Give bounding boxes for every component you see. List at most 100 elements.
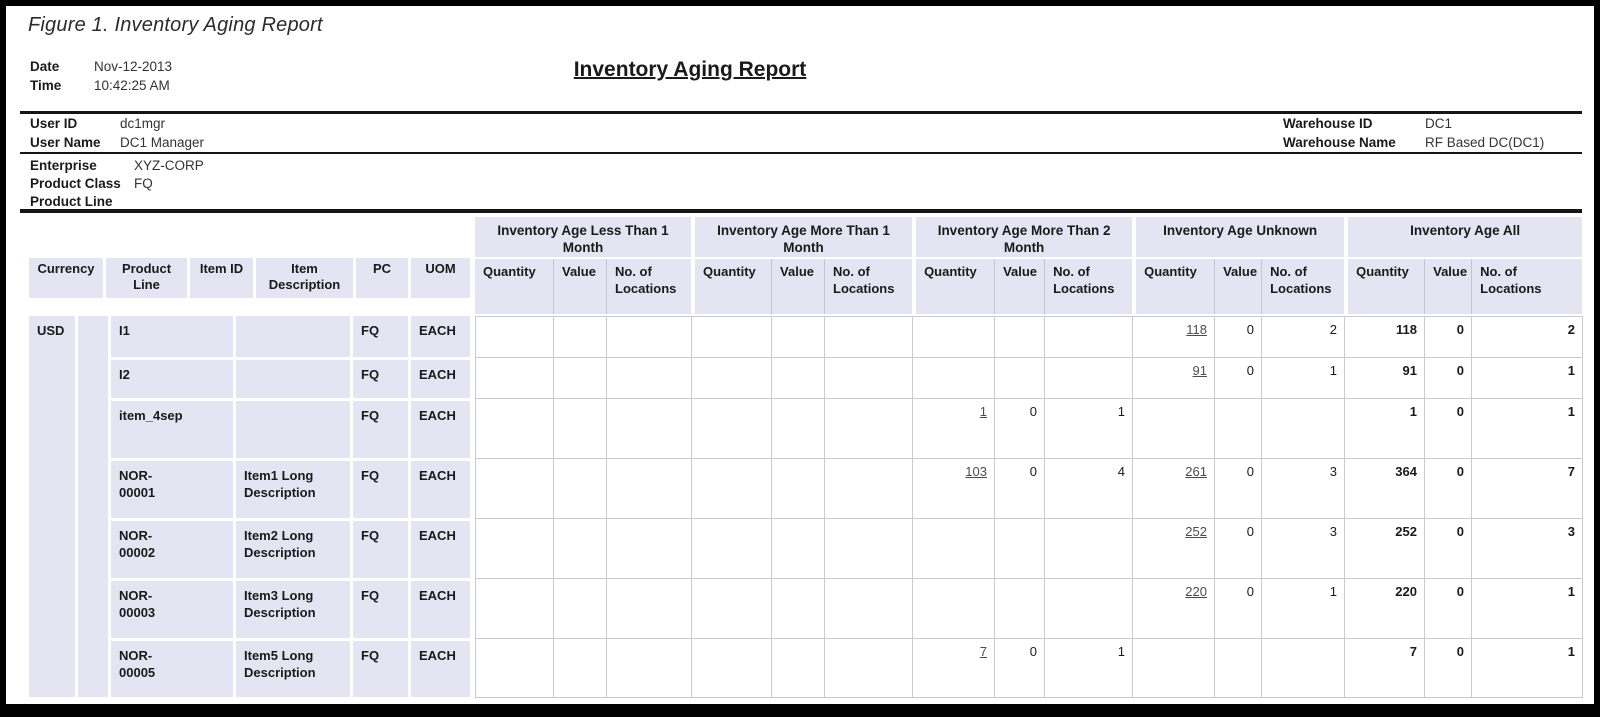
- subheader-quantity: Quantity: [1132, 259, 1215, 314]
- lt1-locations-cell: [606, 638, 692, 698]
- quantity-link[interactable]: 252: [1185, 524, 1207, 539]
- mt2-quantity-cell: [912, 518, 995, 579]
- quantity-link[interactable]: 118: [1186, 322, 1207, 337]
- unknown-locations-cell: 3: [1261, 518, 1345, 579]
- lt1-locations-cell: [606, 518, 692, 579]
- all-value-cell: 0: [1424, 458, 1472, 519]
- lt1-locations-cell: [606, 578, 692, 639]
- age-group-headers: Inventory Age Less Than 1 Month Inventor…: [475, 217, 1583, 314]
- quantity-link[interactable]: 91: [1192, 363, 1207, 378]
- quantity-link[interactable]: 220: [1185, 584, 1207, 599]
- table-row: NOR- 00001 Item1 Long Description FQ EAC…: [29, 458, 470, 518]
- lt1-value-cell: [553, 638, 607, 698]
- lt1-quantity-cell: [475, 518, 554, 579]
- all-locations-cell: 1: [1471, 398, 1583, 459]
- unknown-quantity-cell: [1132, 638, 1215, 698]
- mt2-quantity-cell: [912, 578, 995, 639]
- quantity-link[interactable]: 261: [1185, 464, 1207, 479]
- all-locations-cell: 7: [1471, 458, 1583, 519]
- item-id-cell: I2: [108, 357, 233, 398]
- table-row: item_4sep FQ EACH: [29, 398, 470, 458]
- subheader-locations: No. of Locations: [606, 259, 692, 314]
- product-class-value: FQ: [134, 176, 153, 191]
- table-row: NOR- 00002 Item2 Long Description FQ EAC…: [29, 518, 470, 578]
- item-id-cell: NOR- 00001: [108, 458, 233, 518]
- mt2-quantity-cell: [912, 357, 995, 399]
- pc-cell: FQ: [350, 398, 408, 458]
- item-id-cell: item_4sep: [108, 398, 233, 458]
- quantity-link[interactable]: 7: [979, 644, 987, 659]
- unknown-value-cell: [1214, 638, 1262, 698]
- pc-cell: FQ: [350, 638, 408, 697]
- user-id-row: User ID dc1mgr: [30, 115, 165, 133]
- subheader-value: Value: [994, 259, 1045, 314]
- product-class-label: Product Class: [30, 176, 121, 191]
- mt2-value-cell: 0: [994, 638, 1045, 698]
- lt1-quantity-cell: [475, 458, 554, 519]
- user-name-value: DC1 Manager: [120, 135, 205, 150]
- table-row: 7 0 1 7 0 1: [475, 638, 1583, 698]
- lt1-value-cell: [553, 578, 607, 639]
- quantity-link[interactable]: 1: [979, 404, 987, 419]
- product-line-row: Product Line: [30, 193, 134, 211]
- column-header-uom: UOM: [408, 258, 470, 298]
- lt1-value-cell: [553, 518, 607, 579]
- user-name-label: User Name: [30, 135, 101, 150]
- all-value-cell: 0: [1424, 638, 1472, 698]
- mt2-locations-cell: [1044, 357, 1133, 399]
- currency-cell: USD: [29, 316, 75, 697]
- subheader-value: Value: [1424, 259, 1472, 314]
- mt1-quantity-cell: [691, 638, 772, 698]
- item-id-cell: I1: [108, 316, 233, 357]
- mt1-locations-cell: [824, 638, 913, 698]
- mt2-value-cell: [994, 578, 1045, 639]
- group-header-less-than-1-month: Inventory Age Less Than 1 Month: [475, 217, 692, 259]
- mt1-value-cell: [771, 357, 825, 399]
- divider-top: [20, 111, 1582, 114]
- all-value-cell: 0: [1424, 398, 1472, 459]
- mt2-value-cell: 0: [994, 458, 1045, 519]
- item-description-cell: [233, 357, 350, 398]
- uom-cell: EACH: [408, 458, 470, 518]
- unknown-locations-cell: 3: [1261, 458, 1345, 519]
- subheader-value: Value: [771, 259, 825, 314]
- item-description-cell: Item5 Long Description: [233, 638, 350, 697]
- quantity-link[interactable]: 103: [965, 464, 987, 479]
- unknown-locations-cell: [1261, 398, 1345, 459]
- mt2-quantity-cell: 103: [912, 458, 995, 519]
- all-quantity-cell: 7: [1344, 638, 1425, 698]
- mt1-locations-cell: [824, 357, 913, 399]
- divider-thick: [20, 209, 1582, 213]
- subheader-value: Value: [553, 259, 606, 314]
- column-header-product-line: Product Line: [103, 258, 187, 298]
- divider-mid: [20, 152, 1582, 154]
- unknown-value-cell: 0: [1214, 316, 1262, 358]
- mt1-quantity-cell: [691, 398, 772, 459]
- report-title: Inventory Aging Report: [573, 58, 807, 81]
- all-quantity-cell: 364: [1344, 458, 1425, 519]
- mt2-value-cell: [994, 316, 1045, 358]
- all-locations-cell: 1: [1471, 578, 1583, 639]
- subheader-quantity: Quantity: [912, 259, 995, 314]
- mt1-locations-cell: [824, 578, 913, 639]
- subheader-quantity: Quantity: [475, 259, 553, 314]
- enterprise-row: Enterprise XYZ-CORP: [30, 157, 204, 175]
- subheader-quantity: Quantity: [1344, 259, 1425, 314]
- product-line-label: Product Line: [30, 194, 113, 209]
- item-description-cell: [233, 316, 350, 357]
- date-row: Date Nov-12-2013: [30, 58, 172, 76]
- lt1-locations-cell: [606, 357, 692, 399]
- all-quantity-cell: 220: [1344, 578, 1425, 639]
- mt1-quantity-cell: [691, 578, 772, 639]
- all-value-cell: 0: [1424, 357, 1472, 399]
- pc-cell: FQ: [350, 458, 408, 518]
- table-row: I2 FQ EACH: [29, 357, 470, 398]
- table-row: 1 0 1 1 0 1: [475, 398, 1583, 459]
- mt1-locations-cell: [824, 458, 913, 519]
- group-header-unknown: Inventory Age Unknown: [1132, 217, 1345, 259]
- uom-cell: EACH: [408, 578, 470, 638]
- aging-values-table: 118 0 2 118 0 2 91 0 1 91 0 1 1 0 1: [475, 316, 1583, 698]
- subheader-locations: No. of Locations: [1261, 259, 1345, 314]
- lt1-quantity-cell: [475, 578, 554, 639]
- mt2-locations-cell: [1044, 578, 1133, 639]
